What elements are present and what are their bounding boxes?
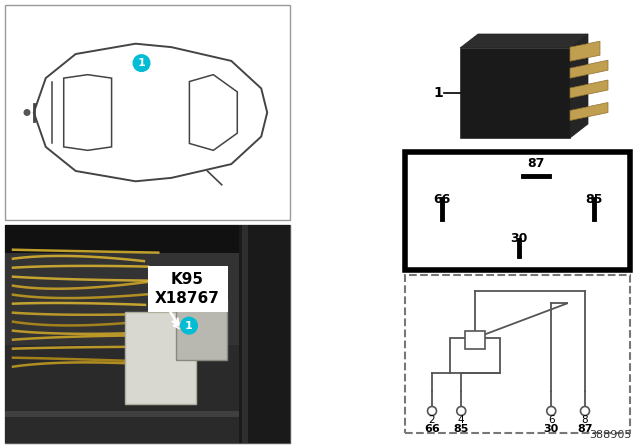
Bar bbox=[176, 299, 227, 360]
Text: K95: K95 bbox=[171, 271, 204, 287]
Bar bbox=[241, 225, 248, 443]
Bar bbox=[465, 331, 484, 349]
Text: 1: 1 bbox=[138, 58, 145, 68]
Bar bbox=[450, 338, 499, 373]
Bar bbox=[460, 48, 570, 138]
Bar bbox=[405, 152, 630, 270]
Bar bbox=[5, 225, 290, 253]
Bar bbox=[5, 5, 290, 220]
Polygon shape bbox=[570, 60, 608, 78]
Text: 66: 66 bbox=[433, 193, 450, 206]
Polygon shape bbox=[570, 80, 608, 98]
Text: 30: 30 bbox=[510, 232, 527, 245]
Circle shape bbox=[580, 406, 589, 415]
Text: 66: 66 bbox=[424, 424, 440, 434]
Circle shape bbox=[457, 406, 466, 415]
Text: 8: 8 bbox=[582, 415, 588, 425]
Bar bbox=[147, 266, 227, 312]
Polygon shape bbox=[34, 44, 268, 181]
Polygon shape bbox=[64, 75, 111, 151]
Text: 85: 85 bbox=[454, 424, 469, 434]
Text: 4: 4 bbox=[458, 415, 465, 425]
Bar bbox=[5, 345, 290, 443]
Circle shape bbox=[132, 54, 150, 72]
Text: 1: 1 bbox=[185, 321, 193, 331]
Text: 6: 6 bbox=[548, 415, 555, 425]
Text: 85: 85 bbox=[585, 193, 602, 206]
Text: 87: 87 bbox=[527, 157, 544, 170]
Circle shape bbox=[547, 406, 556, 415]
Polygon shape bbox=[570, 103, 608, 121]
Bar bbox=[405, 275, 630, 433]
Circle shape bbox=[24, 109, 31, 116]
Polygon shape bbox=[460, 34, 588, 48]
Text: 2: 2 bbox=[429, 415, 435, 425]
Text: 388905: 388905 bbox=[589, 430, 632, 440]
Text: 30: 30 bbox=[543, 424, 559, 434]
Bar bbox=[125, 312, 196, 404]
Bar bbox=[5, 225, 290, 443]
Circle shape bbox=[180, 317, 198, 335]
Polygon shape bbox=[189, 75, 237, 151]
Polygon shape bbox=[570, 41, 600, 61]
Polygon shape bbox=[570, 34, 588, 138]
Circle shape bbox=[428, 406, 436, 415]
Text: 87: 87 bbox=[577, 424, 593, 434]
Bar bbox=[5, 411, 290, 417]
Bar bbox=[5, 225, 290, 345]
Text: X18767: X18767 bbox=[155, 291, 220, 306]
Text: 1: 1 bbox=[433, 86, 443, 100]
Bar bbox=[239, 225, 290, 443]
